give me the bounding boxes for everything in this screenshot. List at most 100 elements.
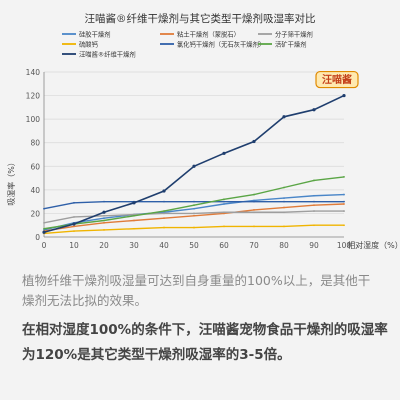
y-axis-label: 吸湿率（%） xyxy=(6,158,16,206)
series-line xyxy=(43,224,344,235)
data-point xyxy=(313,224,315,227)
data-point xyxy=(193,200,195,203)
data-point xyxy=(223,200,225,203)
data-point xyxy=(253,193,255,196)
x-tick-label: 90 xyxy=(309,241,319,250)
data-point xyxy=(253,208,255,211)
data-point xyxy=(283,206,285,209)
data-point xyxy=(73,225,75,228)
y-tick-label: 40 xyxy=(30,186,40,195)
data-point xyxy=(163,212,165,215)
data-point xyxy=(73,230,75,233)
data-point xyxy=(43,221,45,224)
data-point xyxy=(313,210,315,212)
data-point xyxy=(103,229,105,231)
data-point xyxy=(132,201,136,205)
data-point xyxy=(43,207,45,210)
data-point xyxy=(43,227,45,230)
data-point xyxy=(313,204,315,207)
data-point xyxy=(252,139,256,144)
data-point xyxy=(283,211,285,214)
data-point xyxy=(313,200,315,203)
y-tick-label: 120 xyxy=(26,92,41,101)
x-axis-label: 相对湿度（%） xyxy=(347,240,400,250)
x-tick-label: 80 xyxy=(279,241,289,250)
data-point xyxy=(163,210,165,212)
x-tick-label: 100 xyxy=(337,241,352,250)
data-point xyxy=(163,200,165,203)
y-tick-label: 100 xyxy=(26,115,41,124)
x-tick-label: 20 xyxy=(99,241,109,250)
data-point xyxy=(42,230,46,234)
highlight-text: 在相对湿度100%的条件下，汪喵酱宠物食品干燥剂的吸湿率为120%是其它类型干燥… xyxy=(22,322,388,363)
data-point xyxy=(103,219,105,222)
data-point xyxy=(342,93,346,98)
y-tick-label: 140 xyxy=(26,68,41,77)
data-point xyxy=(73,216,75,218)
chart-title: 汪喵酱®纤维干燥剂与其它类型干燥剂吸湿率对比 xyxy=(85,12,316,25)
data-point xyxy=(313,179,315,182)
grid: 0 20 40 60 80 100 120 140 xyxy=(26,68,344,242)
y-tick-label: 60 xyxy=(30,162,40,171)
data-point xyxy=(223,225,225,228)
legend-item: 汪喵酱®纤维干燥剂 xyxy=(79,50,136,59)
data-point xyxy=(222,151,226,155)
x-tick-label: 50 xyxy=(189,241,199,250)
data-point xyxy=(283,197,285,200)
data-point xyxy=(72,222,76,226)
y-tick-label: 20 xyxy=(30,209,40,218)
data-point xyxy=(283,200,285,203)
caption-text: 植物纤维干燥剂吸湿量可达到自身重量的100%以上，是其他干燥剂无法比拟的效果。 xyxy=(22,273,371,308)
series-lines xyxy=(42,93,346,235)
axes: 0 10 20 30 40 50 60 70 80 90 100 xyxy=(42,72,352,250)
data-point xyxy=(253,225,255,228)
data-point xyxy=(193,212,195,215)
legend-item: 粘土干燥剂（蒙脱石） xyxy=(177,30,240,39)
data-point xyxy=(163,226,165,229)
data-point xyxy=(163,217,165,220)
data-point xyxy=(343,193,345,196)
data-point xyxy=(73,201,75,204)
data-point xyxy=(102,210,106,214)
y-tick-label: 80 xyxy=(30,139,40,148)
data-point xyxy=(103,214,105,217)
data-point xyxy=(283,186,285,189)
data-point xyxy=(193,204,195,207)
data-point xyxy=(133,219,135,222)
data-point xyxy=(343,210,345,212)
data-point xyxy=(192,164,196,168)
data-point xyxy=(223,203,225,205)
data-point xyxy=(223,198,225,201)
data-point xyxy=(253,211,255,214)
data-point xyxy=(283,225,285,228)
legend-item: 分子筛干燥剂 xyxy=(275,30,313,39)
data-point xyxy=(162,189,166,193)
data-point xyxy=(343,203,345,205)
data-point xyxy=(313,194,315,197)
data-point xyxy=(312,108,316,112)
data-point xyxy=(253,200,255,203)
data-point xyxy=(343,224,345,227)
y-tick-label: 0 xyxy=(35,233,40,242)
x-tick-label: 0 xyxy=(42,241,47,250)
x-tick-label: 30 xyxy=(129,241,139,250)
chart: 汪喵酱®纤维干燥剂与其它类型干燥剂吸湿率对比 硅胶干燥剂 粘土干燥剂（蒙脱石） 分子… xyxy=(6,12,400,250)
legend-item: 活矿干燥剂 xyxy=(275,40,306,49)
data-point xyxy=(223,211,225,214)
logo-badge xyxy=(315,70,359,89)
x-tick-label: 60 xyxy=(219,241,229,250)
data-point xyxy=(343,175,345,178)
data-point xyxy=(133,214,135,217)
legend-item: 硅胶干燥剂 xyxy=(79,30,110,39)
data-point xyxy=(193,207,195,210)
x-tick-label: 40 xyxy=(159,241,169,250)
legend-item: 硫酸钙 xyxy=(79,40,99,49)
brand-logo: 汪喵酱 xyxy=(315,70,359,89)
x-tick-label: 70 xyxy=(249,241,259,250)
data-point xyxy=(193,226,195,229)
data-point xyxy=(193,214,195,217)
x-tick-label: 10 xyxy=(69,241,79,250)
logo-text: 汪喵酱 xyxy=(322,73,352,86)
data-point xyxy=(103,200,105,203)
